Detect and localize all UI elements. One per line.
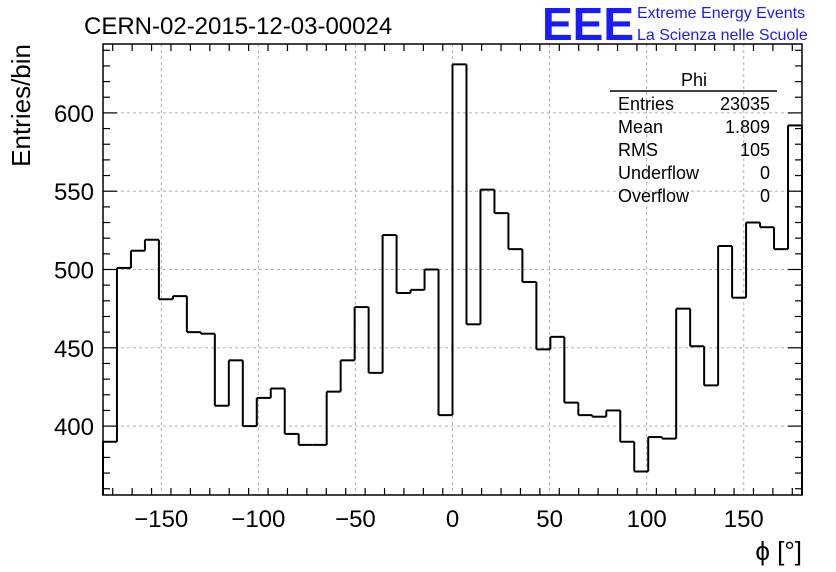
y-tick-label: 600 [54, 101, 94, 128]
eee-logo-mark: EEE [542, 0, 634, 50]
eee-logo-line1: Extreme Energy Events [637, 5, 805, 22]
x-tick-label: 0 [446, 506, 459, 533]
x-tick-label: 100 [627, 506, 667, 533]
axis-ticks [103, 44, 802, 495]
stats-box-rows: Entries 23035 Mean 1.809 RMS 105 Underflow 0 Ove… [618, 94, 770, 206]
y-tick-label: 500 [54, 258, 94, 285]
plot-frame [102, 43, 803, 496]
stats-row-label: Mean [618, 117, 663, 137]
y-tick-label: 450 [54, 336, 94, 363]
stats-row-label: RMS [618, 140, 658, 160]
stats-row-value: 0 [760, 163, 770, 183]
stats-row-value: 105 [740, 140, 770, 160]
x-axis-title: ϕ [°] [755, 536, 802, 566]
eee-logo-line2: La Scienza nelle Scuole [637, 27, 808, 44]
eee-logo: EEE Extreme Energy Events La Scienza nel… [542, 0, 808, 50]
run-title: CERN-02-2015-12-03-00024 [84, 13, 392, 40]
x-tick-label: 50 [536, 506, 563, 533]
y-tick-label: 550 [54, 179, 94, 206]
x-tick-label: −50 [335, 506, 376, 533]
x-tick-label: −150 [134, 506, 188, 533]
stats-row-label: Underflow [618, 163, 700, 183]
tick-labels: −150 −100 −50 0 50 100 150 400 450 500 550 600 [54, 101, 764, 533]
stats-box-title: Phi [681, 70, 707, 90]
stats-row-label: Entries [618, 94, 674, 114]
stats-row-value: 1.809 [725, 117, 770, 137]
stats-row-label: Overflow [618, 186, 690, 206]
x-tick-label: 150 [724, 506, 764, 533]
stats-box: Phi Entries 23035 Mean 1.809 RMS 105 Underflow… [610, 70, 777, 206]
stats-row-value: 23035 [720, 94, 770, 114]
y-axis-title: Entries/bin [6, 44, 36, 167]
y-tick-label: 400 [54, 414, 94, 441]
stats-row-value: 0 [760, 186, 770, 206]
x-tick-label: −100 [231, 506, 285, 533]
